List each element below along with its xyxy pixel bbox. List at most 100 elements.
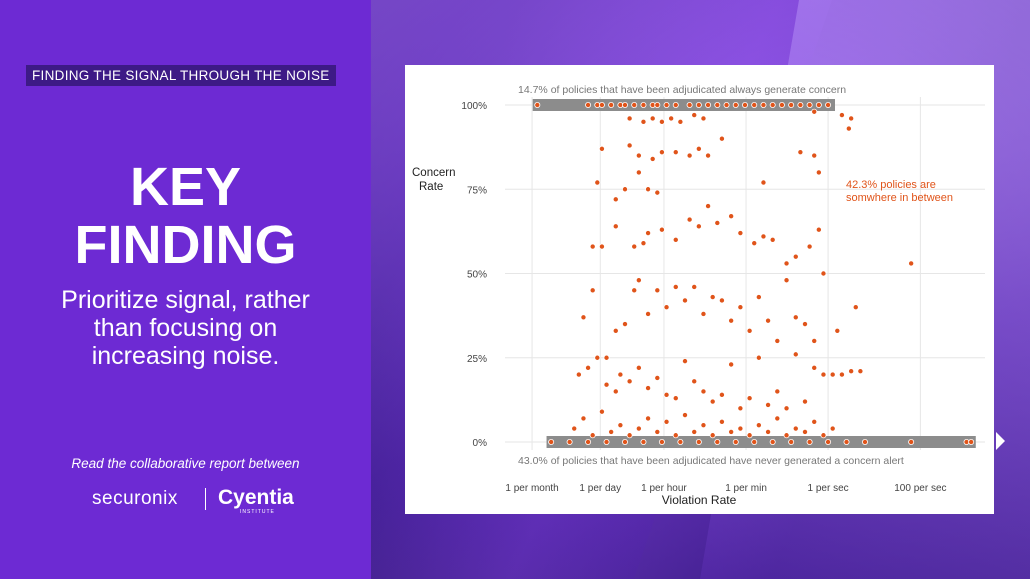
data-point	[705, 102, 712, 109]
y-tick-label: 100%	[461, 101, 487, 112]
logo-divider	[205, 488, 206, 510]
data-point	[645, 310, 652, 317]
points	[534, 102, 975, 445]
data-point	[820, 270, 827, 277]
data-point	[580, 415, 587, 422]
data-point	[663, 102, 670, 109]
data-point	[589, 432, 596, 439]
data-point	[672, 149, 679, 156]
data-point	[691, 283, 698, 290]
data-point	[654, 428, 661, 435]
chart-card: 0% 25% 50% 75% 100% 1 per month 1 per day 1 pe…	[405, 65, 994, 514]
y-axis-ticks: 0% 25% 50% 75% 100%	[461, 101, 487, 449]
data-point	[718, 391, 725, 398]
y-axis-label-line1: Concern	[412, 167, 455, 179]
data-point	[709, 432, 716, 439]
data-point	[663, 391, 670, 398]
data-point	[635, 277, 642, 284]
data-point	[672, 283, 679, 290]
partner-logos: securonix Cyentia INSTITUTE	[0, 486, 371, 515]
data-point	[801, 398, 808, 405]
data-point	[908, 438, 915, 445]
cyentia-logo: Cyentia	[218, 486, 294, 509]
data-point	[603, 438, 610, 445]
data-point	[548, 438, 555, 445]
data-point	[848, 368, 855, 375]
data-point	[677, 118, 684, 125]
data-point	[594, 354, 601, 361]
data-point	[820, 432, 827, 439]
annotation-middle-line2: somwhere in between	[846, 192, 953, 204]
data-point	[718, 297, 725, 304]
data-point	[672, 102, 679, 109]
data-point	[681, 412, 688, 419]
data-point	[857, 368, 864, 375]
data-point	[797, 149, 804, 156]
y-tick-label: 75%	[467, 185, 487, 196]
data-point	[783, 405, 790, 412]
annotation-top: 14.7% of policies that have been adjudic…	[518, 84, 846, 96]
data-point	[635, 425, 642, 432]
data-point	[700, 115, 707, 122]
data-point	[686, 216, 693, 223]
data-point	[695, 223, 702, 230]
data-point	[695, 102, 702, 109]
data-point	[806, 243, 813, 250]
data-point	[811, 152, 818, 159]
data-point	[626, 142, 633, 149]
data-point	[585, 102, 592, 109]
data-point	[608, 102, 615, 109]
cyentia-logo-subtext: INSTITUTE	[240, 509, 275, 515]
data-point	[585, 438, 592, 445]
data-point	[645, 415, 652, 422]
x-tick-label: 1 per min	[725, 483, 767, 494]
data-point	[645, 230, 652, 237]
data-point	[728, 213, 735, 220]
x-tick-label: 1 per sec	[808, 483, 849, 494]
data-point	[654, 374, 661, 381]
tagline: FINDING THE SIGNAL THROUGH THE NOISE	[26, 65, 336, 86]
y-tick-label: 0%	[473, 438, 488, 449]
data-point	[681, 358, 688, 365]
securonix-logo: securonix	[92, 488, 178, 509]
data-point	[700, 422, 707, 429]
data-point	[677, 438, 684, 445]
data-point	[825, 438, 832, 445]
data-point	[732, 102, 739, 109]
data-point	[691, 428, 698, 435]
data-point	[806, 102, 813, 109]
data-point	[705, 203, 712, 210]
data-point	[603, 381, 610, 388]
data-point	[709, 398, 716, 405]
data-point	[774, 415, 781, 422]
data-point	[769, 438, 776, 445]
data-point	[783, 260, 790, 267]
data-point	[534, 102, 541, 109]
data-point	[566, 438, 573, 445]
data-point	[635, 152, 642, 159]
data-point	[691, 112, 698, 119]
data-point	[709, 294, 716, 301]
data-point	[672, 395, 679, 402]
data-point	[723, 102, 730, 109]
next-arrow-icon[interactable]	[996, 432, 1005, 450]
data-point	[825, 102, 832, 109]
data-point	[658, 438, 665, 445]
data-point	[575, 371, 582, 378]
data-point	[718, 418, 725, 425]
data-point	[626, 378, 633, 385]
data-point	[728, 428, 735, 435]
data-point	[838, 371, 845, 378]
data-point	[746, 327, 753, 334]
data-point	[788, 438, 795, 445]
read-report-text[interactable]: Read the collaborative report between	[71, 456, 300, 471]
data-point	[811, 337, 818, 344]
data-point	[751, 102, 758, 109]
data-point	[755, 354, 762, 361]
data-point	[806, 438, 813, 445]
data-point	[649, 115, 656, 122]
data-point	[797, 102, 804, 109]
data-point	[718, 135, 725, 142]
data-point	[585, 364, 592, 371]
data-point	[765, 428, 772, 435]
